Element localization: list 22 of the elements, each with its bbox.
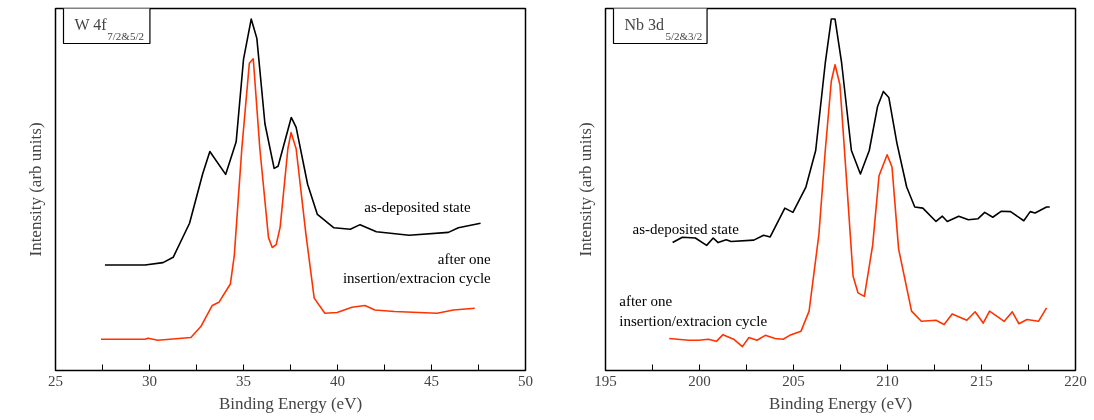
x-tick-label: 195 <box>594 372 617 389</box>
x-tick-label: 220 <box>1064 372 1087 389</box>
x-tick-label: 215 <box>970 372 993 389</box>
series-label: after one insertion/extracion cycle <box>342 251 492 287</box>
x-tick-label: 40 <box>330 372 345 389</box>
x-tick-label: 205 <box>782 372 805 389</box>
y-axis-title: Intensity (arb units) <box>25 122 45 257</box>
x-tick-label: 25 <box>48 372 63 389</box>
series-label: after one insertion/extracion cycle <box>619 293 768 329</box>
x-tick-label: 30 <box>142 372 157 389</box>
chart-title: W 4f7/2&5/2 <box>74 15 144 42</box>
series-label: as-deposited state <box>364 199 471 216</box>
x-tick-label: 35 <box>236 372 251 389</box>
x-tick-label: 45 <box>424 372 439 389</box>
chart-title: Nb 3d5/2&3/2 <box>624 15 703 42</box>
x-tick-label: 200 <box>688 372 711 389</box>
y-axis-title: Intensity (arb units) <box>575 122 595 257</box>
x-axis-title: Binding Energy (eV) <box>218 393 363 413</box>
x-axis-title: Binding Energy (eV) <box>768 393 913 413</box>
x-tick-label: 50 <box>518 372 533 389</box>
series-label: as-deposited state <box>632 220 740 237</box>
x-tick-label: 210 <box>876 372 899 389</box>
